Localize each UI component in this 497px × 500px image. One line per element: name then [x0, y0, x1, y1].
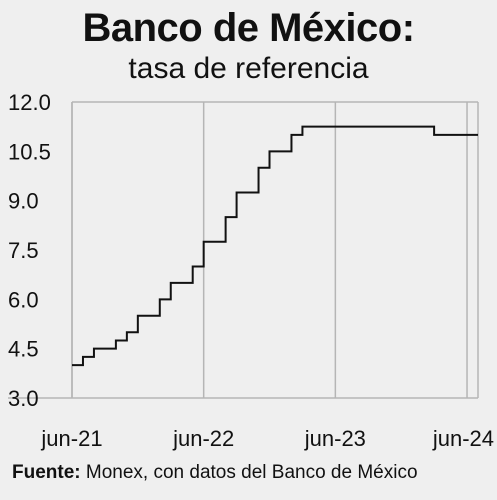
chart-grid — [8, 101, 479, 399]
chart-subtitle: tasa de referencia — [128, 52, 369, 85]
y-tick-label: 3.0 — [8, 386, 39, 411]
source-text: Monex, con datos del Banco de México — [85, 462, 418, 483]
source-note: Fuente: Monex, con datos del Banco de Mé… — [12, 460, 418, 486]
x-tick-label: jun-22 — [172, 426, 234, 451]
chart-title: Banco de México: — [82, 6, 415, 50]
source-label: Fuente: — [12, 462, 81, 483]
y-axis-ticks: 12.0 10.5 9.0 7.5 6.0 4.5 3.0 — [8, 90, 51, 411]
x-tick-label: jun-21 — [40, 426, 102, 451]
y-tick-label: 9.0 — [8, 189, 39, 214]
y-tick-label: 7.5 — [8, 238, 39, 263]
x-tick-label: jun-23 — [304, 426, 366, 451]
series-line — [72, 125, 478, 367]
y-tick-label: 12.0 — [8, 90, 51, 115]
y-tick-label: 6.0 — [8, 287, 39, 312]
y-tick-label: 4.5 — [8, 337, 39, 362]
x-tick-label: jun-24 — [432, 426, 494, 451]
x-axis-ticks: jun-21 jun-22 jun-23 jun-24 — [40, 426, 494, 451]
series-group — [72, 125, 478, 367]
y-tick-label: 10.5 — [8, 139, 51, 164]
